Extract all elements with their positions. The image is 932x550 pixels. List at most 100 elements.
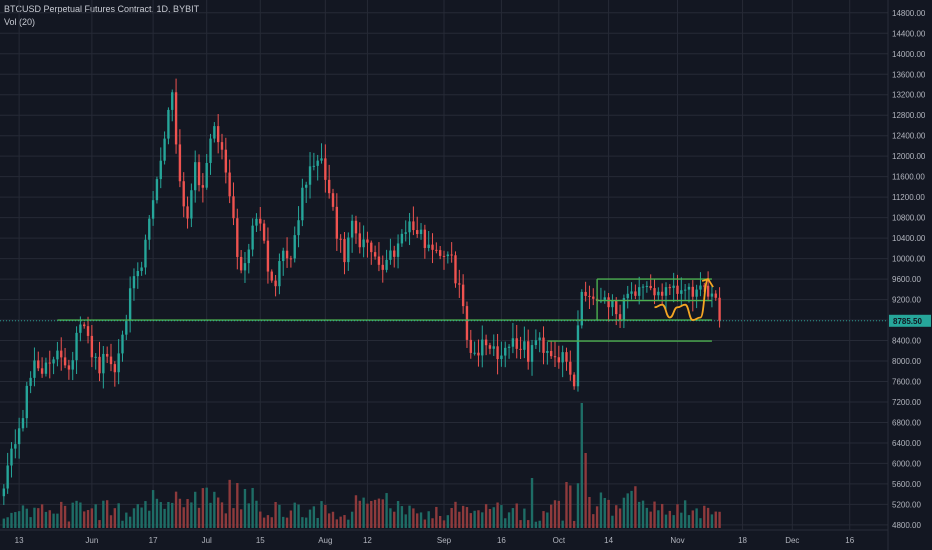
time-tick-label: Aug xyxy=(318,536,332,545)
candle-body xyxy=(339,238,342,240)
volume-bar xyxy=(86,510,90,528)
volume-bar xyxy=(419,512,423,528)
volume-bar xyxy=(102,500,105,528)
time-tick-label: 14 xyxy=(604,536,613,545)
candle-body xyxy=(67,365,71,370)
candle-body xyxy=(396,243,400,257)
candle-body xyxy=(151,200,155,219)
candle-body xyxy=(538,337,541,341)
volume-bar xyxy=(446,515,450,528)
volume-bars xyxy=(2,403,721,528)
candle-body xyxy=(496,346,499,360)
candle-body xyxy=(98,356,101,374)
candle-body xyxy=(515,338,518,349)
candle-body xyxy=(278,261,281,287)
candle-body xyxy=(316,160,319,166)
candle-body xyxy=(660,291,664,296)
chart-title: BTCUSD Perpetual Futures Contract, 1D, B… xyxy=(4,4,200,14)
price-tick-label: 12800.00 xyxy=(892,111,926,120)
candle-body xyxy=(293,235,296,259)
volume-bar xyxy=(167,501,170,528)
volume-bar xyxy=(63,505,67,528)
volume-bar xyxy=(255,500,258,528)
candle-body xyxy=(389,250,392,260)
candle-body xyxy=(691,286,694,297)
candle-body xyxy=(416,230,419,235)
volume-bar xyxy=(557,500,561,528)
volume-bar xyxy=(527,520,530,528)
volume-bar xyxy=(500,505,503,528)
candle-body xyxy=(305,184,308,188)
price-tick-label: 4800.00 xyxy=(892,521,921,530)
price-tick-label: 6400.00 xyxy=(892,439,921,448)
candle-body xyxy=(37,360,40,369)
volume-bar xyxy=(393,511,396,528)
volume-bar xyxy=(285,517,289,528)
volume-bar xyxy=(52,513,55,528)
candle-body xyxy=(308,166,312,185)
volume-bar xyxy=(370,500,373,528)
price-tick-label: 12000.00 xyxy=(892,152,926,161)
volume-bar xyxy=(691,510,694,528)
volume-bar xyxy=(454,501,457,528)
candle-body xyxy=(381,264,384,270)
candle-body xyxy=(6,465,9,489)
candle-body xyxy=(182,181,185,207)
volume-bar xyxy=(94,504,97,528)
volume-bar xyxy=(607,499,610,528)
volume-bar xyxy=(224,513,228,528)
volume-bar xyxy=(6,517,9,528)
candle-body xyxy=(523,341,526,350)
volume-bar xyxy=(132,508,136,528)
candle-body xyxy=(213,126,216,139)
candle-body xyxy=(641,286,645,288)
candle-body xyxy=(385,259,388,270)
candle-body xyxy=(60,350,63,358)
candle-body xyxy=(132,276,136,289)
candle-body xyxy=(519,348,522,350)
candle-body xyxy=(144,239,147,268)
candle-body xyxy=(155,179,159,201)
volume-bar xyxy=(60,501,63,528)
candle-body xyxy=(255,218,258,226)
candle-body xyxy=(431,244,434,250)
current-price-badge: 8785.50 xyxy=(889,314,931,327)
volume-bar xyxy=(83,511,86,528)
candle-body xyxy=(90,335,94,358)
volume-bar xyxy=(496,502,499,528)
volume-bar xyxy=(71,502,74,528)
candle-body xyxy=(128,288,132,321)
volume-bar xyxy=(546,512,549,528)
volume-bar xyxy=(680,512,683,528)
volume-bar xyxy=(213,491,216,528)
price-tick-label: 10000.00 xyxy=(892,255,926,264)
volume-bar xyxy=(159,502,162,528)
price-tick-label: 6000.00 xyxy=(892,459,921,468)
candle-body xyxy=(676,285,679,294)
volume-bar xyxy=(266,515,270,528)
volume-bar xyxy=(626,493,629,528)
volume-bar xyxy=(282,516,285,528)
candle-body xyxy=(350,220,354,238)
candle-body xyxy=(657,291,660,296)
candle-body xyxy=(56,350,59,360)
volume-bar xyxy=(21,505,25,528)
volume-bar xyxy=(171,502,174,528)
candle-body xyxy=(699,285,702,290)
candle-body xyxy=(362,239,365,248)
candle-body xyxy=(21,418,25,429)
candle-body xyxy=(461,284,465,307)
candle-body xyxy=(561,352,564,363)
candle-body xyxy=(282,250,285,262)
candlesticks xyxy=(2,78,721,505)
candle-body xyxy=(703,285,706,287)
candle-body xyxy=(209,138,212,163)
time-tick-label: Sep xyxy=(437,536,452,545)
volume-bar xyxy=(595,506,599,528)
candle-body xyxy=(29,377,32,386)
time-axis: 13 Jun 17 Jul 15 Aug 12 Sep 16 Oct 14 Nov 18 Dec 16 xyxy=(15,536,855,545)
candle-body xyxy=(500,355,503,360)
volume-bar xyxy=(588,496,591,528)
candle-body xyxy=(10,448,13,466)
